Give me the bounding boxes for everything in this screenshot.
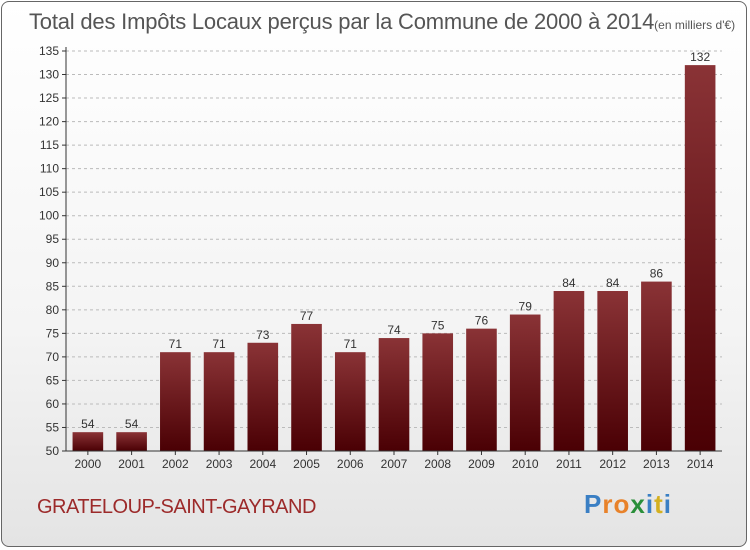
y-tick-label-80: 80	[46, 303, 60, 317]
x-tick-label-2001: 2001	[118, 457, 145, 471]
bar-2006	[334, 352, 366, 451]
y-tick-label-55: 55	[46, 420, 60, 434]
y-tick-label-50: 50	[46, 444, 60, 458]
data-label-2008: 75	[431, 318, 445, 332]
x-tick-label-2014: 2014	[687, 457, 714, 471]
bar-2014	[684, 65, 716, 451]
bar-2005	[291, 323, 322, 451]
data-label-2007: 74	[387, 323, 401, 337]
bar-2012	[597, 291, 628, 451]
data-label-2014: 132	[690, 50, 710, 64]
x-tick-label-2013: 2013	[643, 457, 670, 471]
y-tick-label-95: 95	[46, 232, 60, 246]
chart-title-text: Total des Impôts Locaux perçus par la Co…	[29, 9, 655, 34]
bar-2010	[509, 314, 541, 451]
bar-2003	[203, 352, 235, 451]
x-tick-label-2005: 2005	[293, 457, 320, 471]
data-label-2005: 77	[300, 309, 314, 323]
x-tick-label-2011: 2011	[556, 457, 582, 471]
y-tick-label-135: 135	[39, 44, 59, 58]
bar-2011	[553, 291, 585, 451]
data-label-2000: 54	[81, 417, 95, 431]
data-label-2010: 79	[519, 300, 533, 314]
logo-letter: t	[654, 489, 664, 519]
chart-title: Total des Impôts Locaux perçus par la Co…	[29, 9, 735, 35]
bar-2002	[160, 352, 191, 451]
data-label-2001: 54	[125, 417, 139, 431]
y-tick-label-115: 115	[40, 138, 59, 152]
logo-letter: o	[613, 489, 631, 519]
bar-2001	[116, 432, 147, 451]
x-tick-label-2008: 2008	[424, 457, 451, 471]
data-label-2012: 84	[606, 276, 620, 290]
logo-letter: r	[602, 489, 614, 519]
chart-unit: (en milliers d'€)	[654, 18, 736, 32]
data-label-2004: 73	[256, 328, 270, 342]
data-label-2003: 71	[212, 337, 226, 351]
y-tick-label-110: 110	[40, 162, 59, 176]
y-tick-label-90: 90	[46, 256, 60, 270]
y-tick-label-105: 105	[39, 185, 59, 199]
x-tick-label-2002: 2002	[162, 457, 189, 471]
logo-letter: x	[630, 489, 646, 519]
x-tick-label-2007: 2007	[381, 457, 408, 471]
logo-letter: i	[663, 489, 672, 519]
commune-name: GRATELOUP-SAINT-GAYRAND	[37, 496, 316, 518]
y-tick-label-65: 65	[46, 373, 60, 387]
y-tick-label-60: 60	[46, 397, 60, 411]
data-label-2013: 86	[650, 267, 664, 281]
x-tick-label-2003: 2003	[206, 457, 233, 471]
bar-2007	[378, 338, 410, 451]
bar-2013	[641, 281, 672, 451]
y-tick-label-85: 85	[46, 279, 60, 293]
y-tick-label-100: 100	[39, 209, 59, 223]
proxiti-logo: Proxiti	[584, 489, 672, 520]
data-label-2011: 84	[562, 276, 576, 290]
x-tick-label-2000: 2000	[75, 457, 102, 471]
y-tick-label-70: 70	[46, 350, 60, 364]
bar-2004	[247, 342, 279, 451]
logo-letter: P	[584, 489, 603, 519]
bar-2000	[72, 432, 104, 451]
x-tick-label-2004: 2004	[249, 457, 276, 471]
bar-2009	[466, 328, 497, 451]
x-tick-label-2012: 2012	[599, 457, 626, 471]
data-label-2002: 71	[169, 337, 183, 351]
y-tick-label-75: 75	[46, 326, 60, 340]
data-label-2009: 76	[475, 314, 489, 328]
y-tick-label-120: 120	[39, 115, 59, 129]
bar-2008	[422, 333, 454, 451]
y-tick-label-130: 130	[39, 68, 59, 82]
x-tick-label-2009: 2009	[468, 457, 495, 471]
x-tick-label-2006: 2006	[337, 457, 364, 471]
y-tick-label-125: 125	[39, 91, 59, 105]
x-tick-label-2010: 2010	[512, 457, 539, 471]
logo-letter: i	[645, 489, 655, 519]
data-label-2006: 71	[344, 337, 358, 351]
